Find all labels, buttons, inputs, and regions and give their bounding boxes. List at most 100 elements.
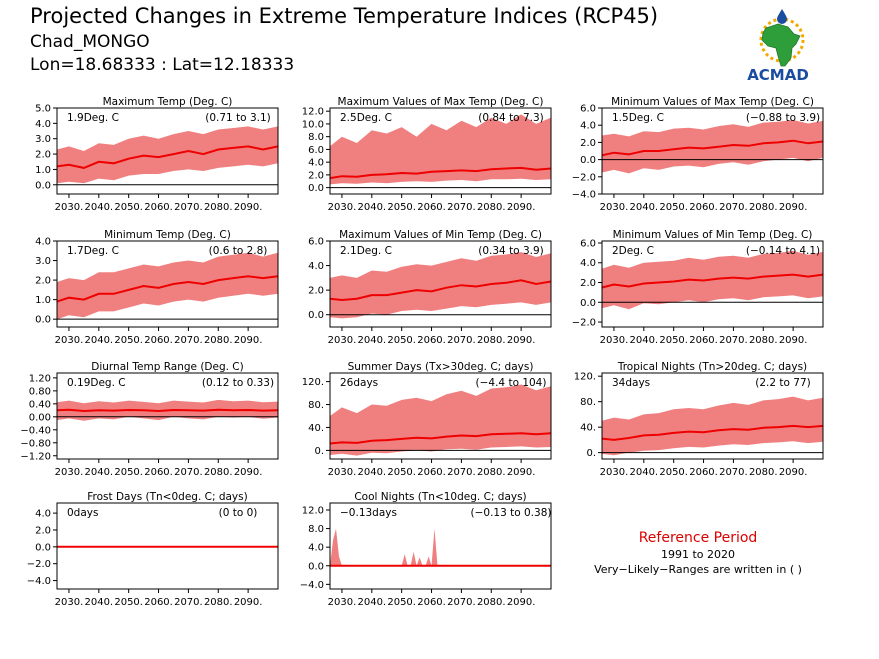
change-value: 2.1Deg. C [340, 245, 392, 257]
change-value: 1.9Deg. C [67, 112, 119, 124]
y-tick-label: 0. [314, 446, 324, 457]
x-tick-label: 2090. [507, 335, 536, 346]
y-tick-label: 2.0 [308, 286, 324, 297]
acmad-logo: ACMAD [747, 9, 809, 84]
y-tick-label: 6.0 [308, 237, 324, 248]
change-value: 2.5Deg. C [340, 112, 392, 124]
x-tick-label: 2030. [55, 335, 84, 346]
x-tick-label: 2050. [387, 597, 416, 608]
x-tick-label: 2060. [417, 202, 446, 213]
page-title: Projected Changes in Extreme Temperature… [30, 4, 659, 28]
y-tick-label: 40. [308, 423, 324, 434]
y-tick-label: 2.0 [308, 170, 324, 181]
chart-title: Maximum Values of Max Temp (Deg. C) [338, 96, 544, 108]
change-range: (−4.4 to 104) [476, 377, 547, 389]
x-tick-label: 2050. [659, 467, 688, 478]
median-line [329, 432, 552, 445]
x-tick-label: 2090. [507, 467, 536, 478]
y-tick-label: 6.0 [308, 145, 324, 156]
x-tick-label: 2070. [447, 597, 476, 608]
x-tick-label: 2040. [357, 467, 386, 478]
chart-panel-5: 0.0 2.0 4.0 6.0 2030. 2040. 2050. 2060. 2070. 208… [308, 229, 552, 346]
chart-title: Frost Days (Tn<0deg. C; days) [87, 491, 247, 503]
x-tick-label: 2090. [779, 467, 808, 478]
y-tick-label: 2.0 [35, 150, 51, 161]
change-range: (−0.14 to 4.1) [746, 245, 820, 257]
y-tick-label: −0.40 [20, 425, 51, 436]
reference-note: Very−Likely−Ranges are written in ( ) [594, 563, 802, 576]
x-tick-label: 2040. [629, 202, 658, 213]
y-tick-label: 80. [308, 400, 324, 411]
x-tick-label: 2080. [204, 467, 233, 478]
x-tick-label: 2060. [417, 597, 446, 608]
median-line [56, 145, 279, 169]
x-tick-label: 2040. [84, 202, 113, 213]
x-tick-label: 2030. [328, 202, 357, 213]
y-tick-label: 0.0 [35, 542, 51, 553]
x-tick-label: 2080. [477, 597, 506, 608]
chart-title: Minimum Temp (Deg. C) [104, 229, 231, 241]
median-line [329, 166, 552, 180]
logo-text: ACMAD [747, 66, 809, 84]
change-range: (−0.13 to 0.38) [471, 507, 552, 519]
reference-title: Reference Period [638, 530, 758, 546]
x-tick-label: 2040. [629, 467, 658, 478]
x-tick-label: 2040. [84, 597, 113, 608]
plot-frame [601, 107, 824, 195]
x-tick-label: 2090. [234, 467, 263, 478]
y-tick-label: 1.0 [35, 165, 51, 176]
x-tick-label: 2090. [234, 335, 263, 346]
median-line [56, 408, 279, 413]
x-tick-label: 2080. [477, 202, 506, 213]
reference-years: 1991 to 2020 [660, 548, 736, 561]
y-tick-label: 4.0 [308, 543, 324, 554]
x-tick-label: 2040. [357, 335, 386, 346]
raindrop-icon [777, 9, 787, 24]
y-tick-label: 4.0 [35, 237, 51, 248]
y-tick-label: −2.0 [27, 559, 51, 570]
x-tick-label: 2080. [749, 202, 778, 213]
y-tick-label: 12.0 [302, 107, 324, 118]
x-tick-label: 2050. [114, 597, 143, 608]
x-tick-label: 2090. [234, 597, 263, 608]
y-tick-label: 4.0 [308, 158, 324, 169]
plot-frame [56, 107, 279, 195]
x-tick-label: 2090. [779, 202, 808, 213]
station-name: Chad_MONGO [30, 32, 150, 52]
y-tick-label: −4.0 [572, 190, 596, 201]
very-likely-range-band [330, 528, 551, 566]
x-tick-label: 2040. [629, 335, 658, 346]
x-tick-label: 2030. [328, 335, 357, 346]
x-tick-label: 2030. [55, 597, 84, 608]
x-tick-label: 2030. [55, 202, 84, 213]
median-line [601, 424, 824, 441]
y-tick-label: 40. [580, 423, 596, 434]
change-range: (0.6 to 2.8) [209, 245, 268, 257]
y-tick-label: −0.80 [20, 438, 51, 449]
median-line [56, 275, 279, 303]
reference-panel: Reference Period 1991 to 2020 Very−Likel… [578, 530, 818, 576]
y-tick-label: 2.0 [35, 276, 51, 287]
x-tick-label: 2060. [689, 467, 718, 478]
x-tick-label: 2060. [689, 202, 718, 213]
chart-panel-6: −2.0 0.0 2.0 4.0 6.0 2030. 2040. 2050. 2060. 2070… [572, 229, 824, 346]
y-tick-label: 1.0 [35, 295, 51, 306]
x-tick-label: 2070. [174, 202, 203, 213]
x-tick-label: 2070. [719, 467, 748, 478]
chart-title: Tropical Nights (Tn>20deg. C; days) [617, 361, 807, 373]
change-value: 26days [340, 377, 378, 389]
x-tick-label: 2090. [507, 202, 536, 213]
x-tick-label: 2030. [600, 335, 629, 346]
change-range: (0 to 0) [219, 507, 258, 519]
y-tick-label: 8.0 [308, 132, 324, 143]
station-coordinates: Lon=18.68333 : Lat=12.18333 [30, 55, 295, 75]
chart-title: Minimum Values of Min Temp (Deg. C) [613, 229, 813, 241]
chart-title: Maximum Values of Min Temp (Deg. C) [339, 229, 542, 241]
very-likely-range-band [330, 114, 551, 185]
x-tick-label: 2070. [447, 335, 476, 346]
x-tick-label: 2060. [144, 335, 173, 346]
chart-title: Cool Nights (Tn<10deg. C; days) [354, 491, 526, 503]
x-tick-label: 2050. [114, 467, 143, 478]
